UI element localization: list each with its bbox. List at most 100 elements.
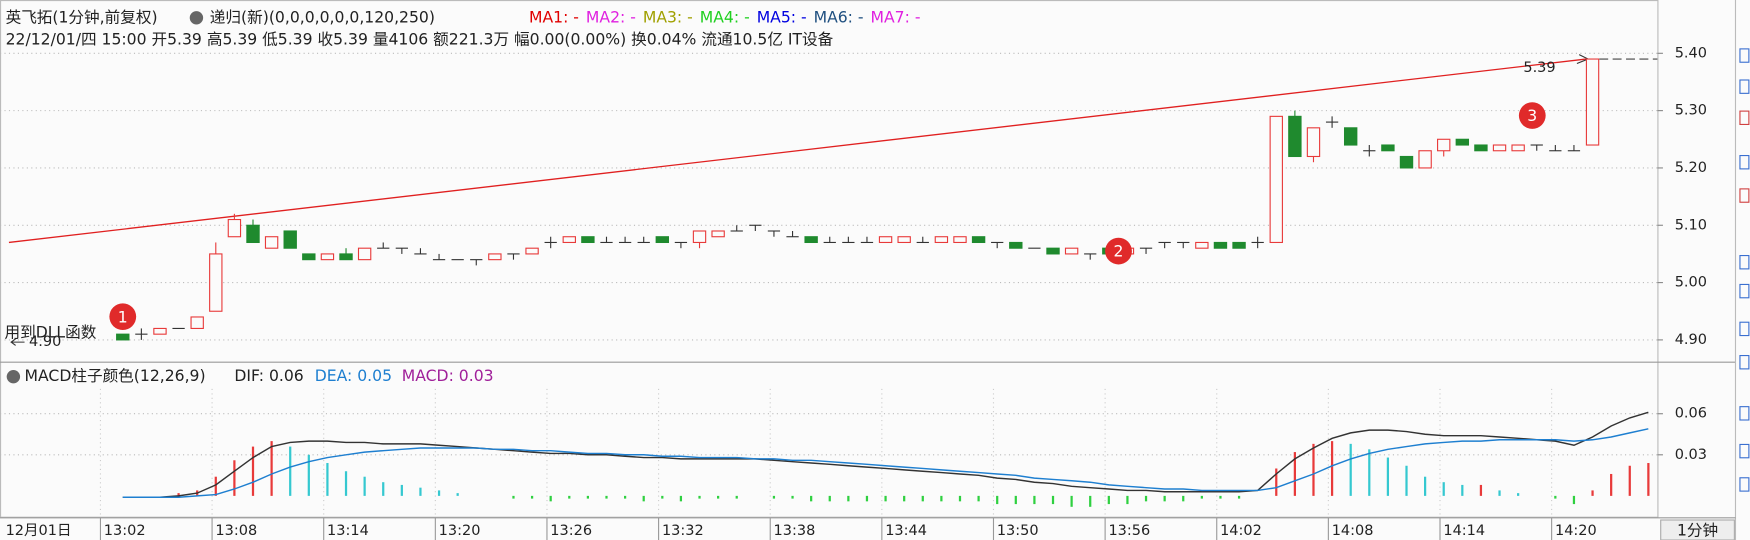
candle-body [562,236,576,244]
candle-body [1418,150,1432,169]
tool-icon[interactable] [1739,255,1750,270]
candle-body [283,230,297,249]
candle-body [116,333,130,341]
candle-body [1511,144,1525,152]
candle-body [1492,144,1507,152]
marker-label: 1 [118,308,128,326]
x-tick-label: 13:56 [1108,523,1150,539]
y-tick-label: 0.06 [1675,406,1707,422]
dropdown-icon[interactable] [6,370,21,384]
quote-info: 22/12/01/四 15:00 开5.39 高5.39 低5.39 收5.39… [6,31,834,49]
ma-label: MA4: - [700,8,750,26]
x-tick-label: 13:20 [439,523,481,539]
marker-label: 3 [1527,107,1537,125]
y-tick-label: 0.03 [1675,447,1707,463]
candle-body [1232,241,1246,249]
ma-label: MA1: - [529,8,579,26]
candle-body [190,316,204,329]
ma-label: MA6: - [814,8,864,26]
candle-body [525,247,539,255]
tool-icon[interactable] [1739,477,1750,492]
period-label[interactable]: 1分钟 [1677,522,1718,540]
candle-body [246,224,260,244]
x-tick-label: 13:50 [997,523,1039,539]
dropdown-icon[interactable] [189,11,204,25]
candle-body [1064,247,1079,255]
y-tick-label: 5.10 [1675,217,1707,233]
x-tick-label: 13:14 [327,523,369,539]
low-arrow [10,338,25,346]
tool-icon[interactable] [1739,321,1750,337]
candle-body [655,236,670,244]
macd-title: MACD柱子颜色(12,26,9) [25,367,206,385]
low-mark-label: 4.90 [29,334,61,350]
marker-badge [1518,102,1546,129]
tool-icon[interactable] [1739,406,1750,421]
candle-body [953,236,967,244]
candle-body [1585,58,1600,146]
x-tick-label: 14:08 [1332,523,1374,539]
candle-body [1381,144,1395,152]
indicator-name: 递归(新)(0,0,0,0,0,0,120,250) [210,8,435,26]
y-tick-label: 5.40 [1675,45,1707,61]
tool-icon[interactable] [1739,110,1750,126]
candle-body [711,230,725,238]
tool-icon[interactable] [1739,188,1750,203]
candle-body [1399,155,1414,169]
tool-icon[interactable] [1739,155,1750,170]
macd-line [122,428,1649,498]
ma-label: MA2: - [586,8,636,26]
candle-body [1474,144,1488,152]
candle-body [804,236,818,244]
x-tick-label: 13:32 [662,523,704,539]
tool-icon[interactable] [1739,283,1750,299]
tool-icon[interactable] [1739,48,1750,63]
marker-badge [109,303,137,330]
ma-label: MA3: - [643,8,693,26]
candle-body [357,247,372,261]
ma-label: MA5: - [757,8,807,26]
candle-body [581,236,595,244]
candle-body [971,236,986,244]
macd-line [122,411,1649,498]
candle-body [339,253,353,261]
last-price-label: 5.39 [1523,60,1555,76]
x-tick-label: 14:20 [1555,523,1597,539]
candle-body [1195,241,1209,249]
dea-label: DEA: 0.05 [315,367,392,385]
stock-title: 英飞拓(1分钟,前复权) [6,8,158,26]
candle-body [1288,115,1302,158]
tool-icon[interactable] [1739,443,1750,459]
tool-icon[interactable] [1739,355,1750,370]
candle-body [1269,115,1283,244]
tool-icon[interactable] [1739,79,1750,94]
candle-body [1009,241,1023,249]
marker-label: 2 [1114,243,1124,261]
x-tick-label: 13:26 [550,523,592,539]
macd-label: MACD: 0.03 [402,367,494,385]
candle-body [1306,127,1321,158]
dif-label: DIF: 0.06 [234,367,303,385]
candle-body [1343,127,1358,146]
marker-badge [1105,237,1132,265]
y-tick-label: 5.30 [1675,103,1707,119]
period-button[interactable] [1660,519,1735,540]
x-tick-label: 13:02 [104,523,146,539]
x-tick-label: 14:02 [1220,523,1262,539]
x-tick-label: 13:38 [774,523,816,539]
candle-body [264,236,279,249]
candle-body [692,230,707,244]
candle-body [1437,138,1451,152]
candle-body [227,218,242,238]
y-tick-label: 4.90 [1675,332,1707,348]
toolbar [1739,48,1750,492]
candle-body [209,253,223,312]
x-tick-label: 13:44 [885,523,927,539]
candle-body [320,253,335,261]
x-tick-label: 13:08 [215,523,257,539]
dll-note: 用到DLL函数 [4,324,96,342]
candle-body [1213,241,1228,249]
